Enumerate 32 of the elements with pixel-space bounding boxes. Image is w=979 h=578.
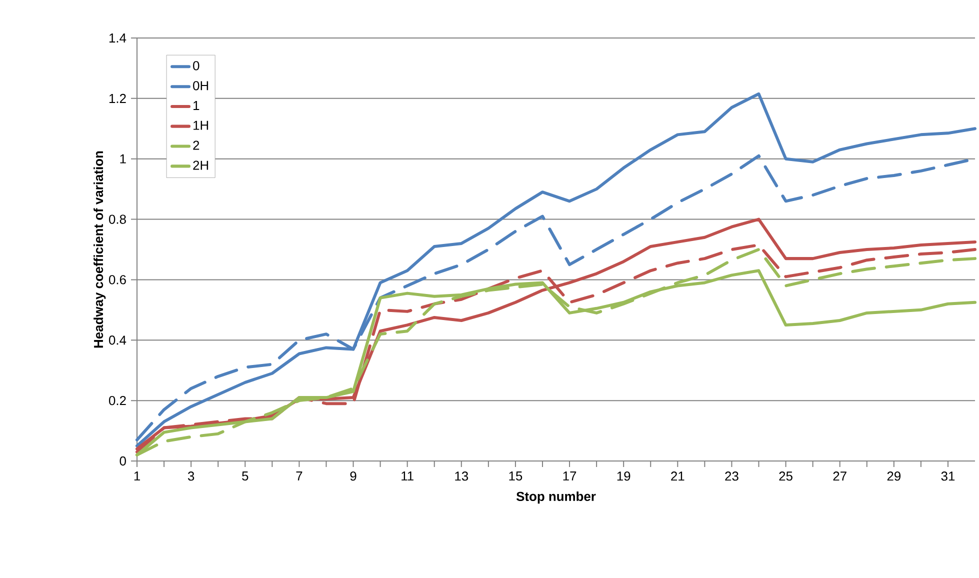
x-tick-label: 5: [242, 472, 248, 481]
y-tick-label: 1: [120, 154, 126, 164]
legend-label: 2H: [193, 160, 208, 170]
x-tick-label: 21: [671, 472, 684, 481]
x-tick-label: 1: [134, 472, 140, 480]
x-tick-label: 27: [833, 472, 846, 481]
x-tick-label: 9: [350, 472, 356, 481]
y-tick-label: 1.2: [109, 94, 126, 103]
x-tick-label: 11: [402, 472, 414, 480]
legend-label: 1H: [194, 120, 208, 130]
y-tick-label: 0.8: [108, 214, 126, 224]
y-tick-label: 1.4: [109, 34, 126, 42]
legend-label: 1: [194, 101, 200, 110]
x-tick-label: 13: [455, 472, 468, 481]
y-tick-label: 0.2: [108, 396, 126, 406]
x-tick-label: 23: [725, 472, 738, 481]
x-tick-label: 19: [617, 472, 630, 481]
x-tick-label: 31: [941, 472, 955, 481]
x-tick-label: 29: [887, 472, 900, 481]
legend-label: 2: [193, 140, 200, 150]
x-tick-label: 25: [779, 472, 792, 481]
legend-label: 0: [193, 61, 200, 70]
y-tick-label: 0.4: [108, 336, 126, 345]
legend-label: 0H: [193, 81, 208, 90]
x-axis-title: Stop number: [516, 492, 596, 504]
y-axis-title: Headway coefficient of variation: [94, 151, 106, 348]
x-tick-label: 15: [509, 472, 522, 481]
y-tick-label: 0: [120, 456, 126, 466]
y-tick-label: 0.6: [108, 275, 126, 284]
x-tick-label: 3: [188, 472, 194, 481]
x-tick-label: 7: [296, 472, 302, 480]
x-tick-label: 17: [563, 472, 576, 480]
